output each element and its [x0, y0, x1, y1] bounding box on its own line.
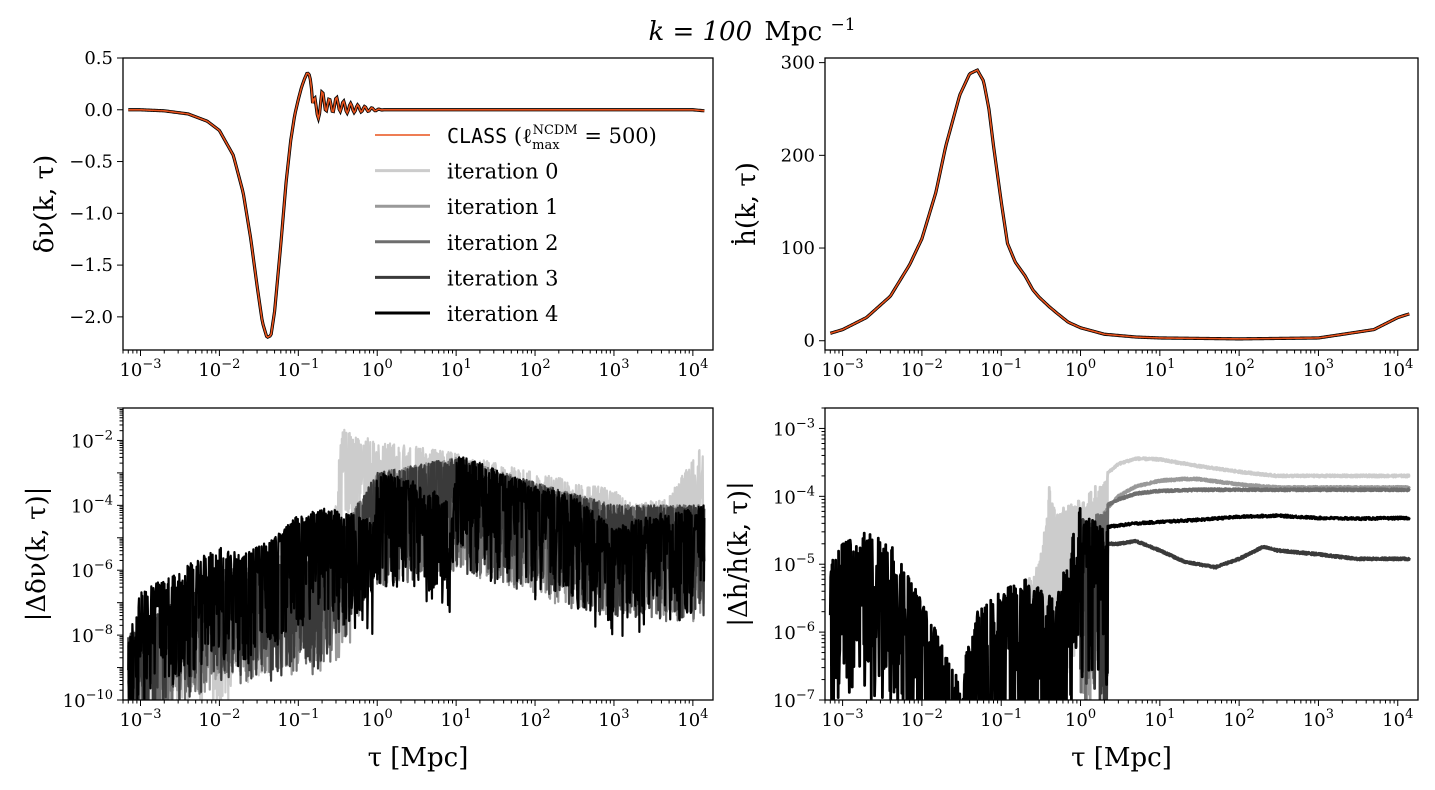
plot-area: [127, 428, 706, 700]
y-tick-label: −1.0: [69, 203, 113, 224]
suptitle-exp: −1: [831, 15, 856, 35]
plot-area: [828, 456, 1411, 700]
x-tick-label: 10−2: [198, 707, 240, 731]
plot-frame: [824, 57, 1419, 351]
legend-entry: iteration 0: [447, 160, 559, 184]
x-tick-label: 10−2: [198, 357, 240, 381]
plot-area: [128, 71, 705, 340]
x-tick-label: 103: [1303, 357, 1334, 381]
legend-entry: CLASS (ℓmaxNCDM = 500): [447, 123, 657, 153]
x-axis-label: τ [Mpc]: [368, 743, 469, 773]
panel-delta-nu-error: 10−3 10−2 10−1 100 101 102 103 104 10−2 10−4 10−6 1…: [22, 407, 714, 773]
y-tick-label: −2.0: [69, 307, 113, 328]
x-tick-label: 101: [441, 357, 472, 381]
panel-hdot-error: 10−3 10−2 10−1 100 101 102 103 104 10−3 10−4 10−5 1…: [723, 407, 1419, 773]
y-tick-label: 300: [781, 53, 815, 74]
legend: CLASS (ℓmaxNCDM = 500) iteration 0 iterati…: [375, 123, 657, 326]
x-tick-label: 10−3: [822, 707, 864, 731]
series-line-class: [128, 72, 705, 339]
x-tick-label: 101: [441, 707, 472, 731]
x-tick-label: 103: [1303, 707, 1334, 731]
plot-area: [829, 68, 1410, 341]
y-tick-label: 10−5: [773, 552, 815, 576]
legend-entry: iteration 3: [447, 266, 559, 290]
y-tick-label: 10−4: [773, 484, 815, 508]
series-line-iterations: [829, 68, 1410, 341]
plot-frame: [824, 407, 1419, 701]
x-tick-label: 10−1: [277, 707, 319, 731]
series-line-iteration-4: [127, 456, 706, 700]
y-tick-label: 200: [781, 145, 815, 166]
y-tick-label: 10−7: [773, 688, 815, 712]
x-tick-label: 10−3: [822, 357, 864, 381]
x-tick-label: 102: [1224, 357, 1255, 381]
series-line-iteration-3: [1079, 518, 1411, 700]
y-tick-label: 10−6: [773, 620, 815, 644]
plot-frame: [122, 407, 714, 701]
y-tick-label: 10−2: [71, 428, 113, 452]
suptitle-k: k = 100: [648, 17, 752, 47]
series-line-class: [830, 69, 1410, 340]
x-tick-label: 10−1: [980, 357, 1022, 381]
plot-frame: [122, 57, 714, 351]
y-tick-label: 10−10: [63, 688, 113, 712]
y-axis-label: δν(k, τ): [30, 155, 60, 253]
x-tick-label: 104: [1382, 357, 1413, 381]
x-axis-label: τ [Mpc]: [1071, 743, 1172, 773]
x-tick-label: 10−2: [901, 707, 943, 731]
y-axis-label: |Δḣ/ḣ(k, τ)|: [723, 481, 754, 627]
x-tick-label: 10−3: [119, 357, 161, 381]
y-tick-label: 0: [804, 331, 815, 352]
x-tick-label: 100: [1065, 357, 1096, 381]
x-tick-label: 104: [677, 707, 708, 731]
suptitle: k = 100 Mpc −1: [648, 15, 855, 47]
x-tick-label: 100: [1065, 707, 1096, 731]
series-line-iteration-4: [828, 507, 1411, 700]
series-line-iteration-2: [1079, 487, 1411, 700]
y-tick-label: 0.5: [84, 48, 113, 69]
y-tick-label: −0.5: [69, 152, 113, 173]
x-tick-label: 102: [519, 707, 550, 731]
x-tick-label: 103: [598, 707, 629, 731]
x-tick-label: 101: [1144, 357, 1175, 381]
y-tick-label: 10−6: [71, 558, 113, 582]
x-tick-label: 10−1: [980, 707, 1022, 731]
legend-entry: iteration 1: [447, 195, 559, 219]
x-tick-label: 104: [1382, 707, 1413, 731]
panel-delta-nu: 10−3 10−2 10−1 100 101 102 103 104 0.5 0.0 −0.5 −1.…: [30, 48, 714, 381]
x-tick-label: 100: [362, 357, 393, 381]
x-tick-label: 101: [1144, 707, 1175, 731]
x-tick-label: 10−1: [277, 357, 319, 381]
y-tick-label: 100: [781, 238, 815, 259]
x-tick-label: 102: [519, 357, 550, 381]
suptitle-unit: Mpc: [764, 17, 822, 47]
y-tick-label: −1.5: [69, 255, 113, 276]
x-tick-label: 103: [598, 357, 629, 381]
x-tick-label: 102: [1224, 707, 1255, 731]
y-tick-label: 10−3: [773, 416, 815, 440]
y-tick-label: 0.0: [84, 100, 113, 121]
y-tick-label: 10−4: [71, 493, 113, 517]
panel-hdot: 10−3 10−2 10−1 100 101 102 103 104 300 200 100 0 ḣ(k…: [731, 53, 1419, 381]
legend-entry: iteration 2: [447, 231, 559, 255]
x-tick-label: 10−2: [901, 357, 943, 381]
x-tick-label: 104: [677, 357, 708, 381]
x-tick-label: 100: [362, 707, 393, 731]
legend-entry: iteration 4: [447, 302, 559, 326]
y-tick-label: 10−8: [71, 623, 113, 647]
y-axis-label: |Δδν(k, τ)|: [22, 487, 52, 622]
series-line-iteration-1: [1079, 476, 1411, 700]
y-axis-label: ḣ(k, τ): [731, 162, 762, 246]
x-tick-label: 10−3: [119, 707, 161, 731]
